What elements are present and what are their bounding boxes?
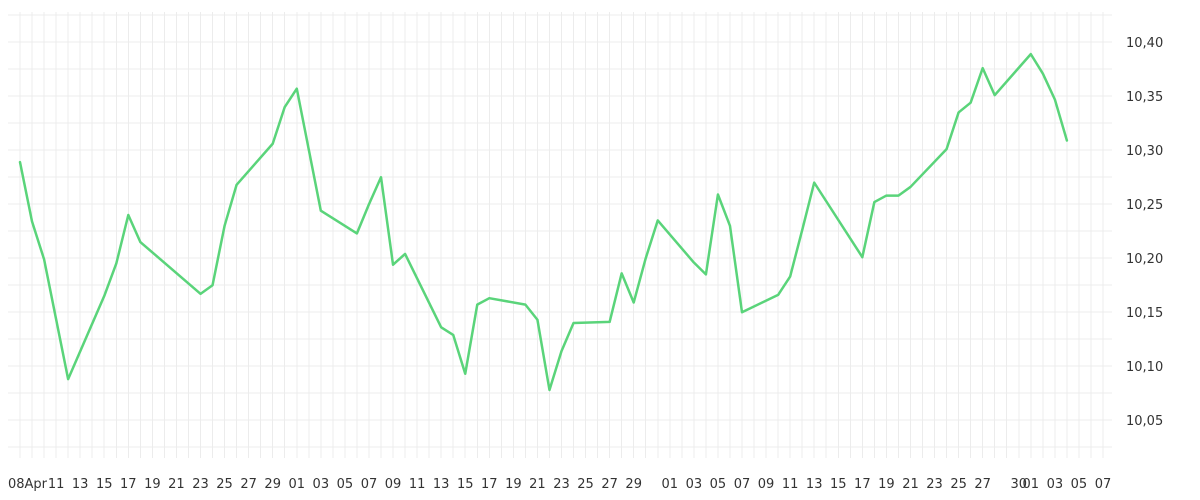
x-tick-label: 25 xyxy=(577,477,594,492)
x-tick-label: 07 xyxy=(734,477,751,492)
x-tick-label: 21 xyxy=(902,477,919,492)
x-tick-label: 27 xyxy=(240,477,257,492)
x-tick-label: 01 xyxy=(1023,477,1040,492)
y-tick-label: 10,40 xyxy=(1126,36,1163,51)
x-tick-label: 03 xyxy=(313,477,330,492)
x-tick-label: 19 xyxy=(878,477,895,492)
series-layer xyxy=(18,52,1069,392)
x-tick-label: 13 xyxy=(806,477,823,492)
x-tick-label: 17 xyxy=(854,477,871,492)
x-tick-label: 27 xyxy=(601,477,618,492)
y-axis-tick-labels: 10,05 10,10 10,15 10,20 10,25 10,30 10,35 10,40 xyxy=(1126,36,1163,429)
x-tick-label: 05 xyxy=(1071,477,1088,492)
x-tick-label: 25 xyxy=(216,477,233,492)
x-tick-label: 03 xyxy=(1047,477,1064,492)
x-tick-label: 11 xyxy=(782,477,799,492)
x-tick-label: 17 xyxy=(481,477,498,492)
x-tick-label: 09 xyxy=(758,477,775,492)
x-tick-label: 11 xyxy=(48,477,65,492)
x-tick-label: 29 xyxy=(264,477,281,492)
x-tick-label: 11 xyxy=(409,477,426,492)
y-tick-label: 10,25 xyxy=(1126,198,1163,213)
x-tick-label: 21 xyxy=(529,477,546,492)
x-tick-label: 13 xyxy=(72,477,89,492)
x-tick-label: 07 xyxy=(1095,477,1112,492)
x-tick-label: 15 xyxy=(96,477,113,492)
x-tick-label: 30 xyxy=(1010,477,1027,492)
x-tick-label: 23 xyxy=(192,477,209,492)
y-tick-label: 10,05 xyxy=(1126,414,1163,429)
x-tick-label: 23 xyxy=(553,477,570,492)
x-tick-label: 19 xyxy=(505,477,522,492)
x-tick-label: 05 xyxy=(710,477,727,492)
x-tick-label: 23 xyxy=(926,477,943,492)
x-tick-label: 21 xyxy=(168,477,185,492)
x-tick-label: 27 xyxy=(974,477,991,492)
x-tick-label: 03 xyxy=(686,477,703,492)
x-tick-label: 15 xyxy=(830,477,847,492)
x-tick-label: 17 xyxy=(120,477,137,492)
x-tick-label: 29 xyxy=(625,477,642,492)
y-tick-label: 10,35 xyxy=(1126,90,1163,105)
x-tick-label: 07 xyxy=(361,477,378,492)
grid-lines xyxy=(8,12,1112,458)
y-tick-label: 10,20 xyxy=(1126,252,1163,267)
x-tick-label: 13 xyxy=(433,477,450,492)
y-tick-label: 10,10 xyxy=(1126,360,1163,375)
x-tick-label: 25 xyxy=(950,477,967,492)
x-tick-label: 19 xyxy=(144,477,161,492)
series-line xyxy=(18,52,1069,392)
y-tick-label: 10,30 xyxy=(1126,144,1163,159)
x-tick-label: 01 xyxy=(662,477,679,492)
x-tick-label: 08Apr xyxy=(8,477,48,492)
x-tick-label: 09 xyxy=(385,477,402,492)
x-tick-label: 05 xyxy=(337,477,354,492)
x-axis-tick-labels: 08Apr 11 13 15 17 19 21 23 25 27 29 01 03 05 07 09 11 13 1… xyxy=(8,477,1111,492)
y-tick-label: 10,15 xyxy=(1126,306,1163,321)
x-tick-label: 15 xyxy=(457,477,474,492)
x-tick-label: 01 xyxy=(288,477,305,492)
